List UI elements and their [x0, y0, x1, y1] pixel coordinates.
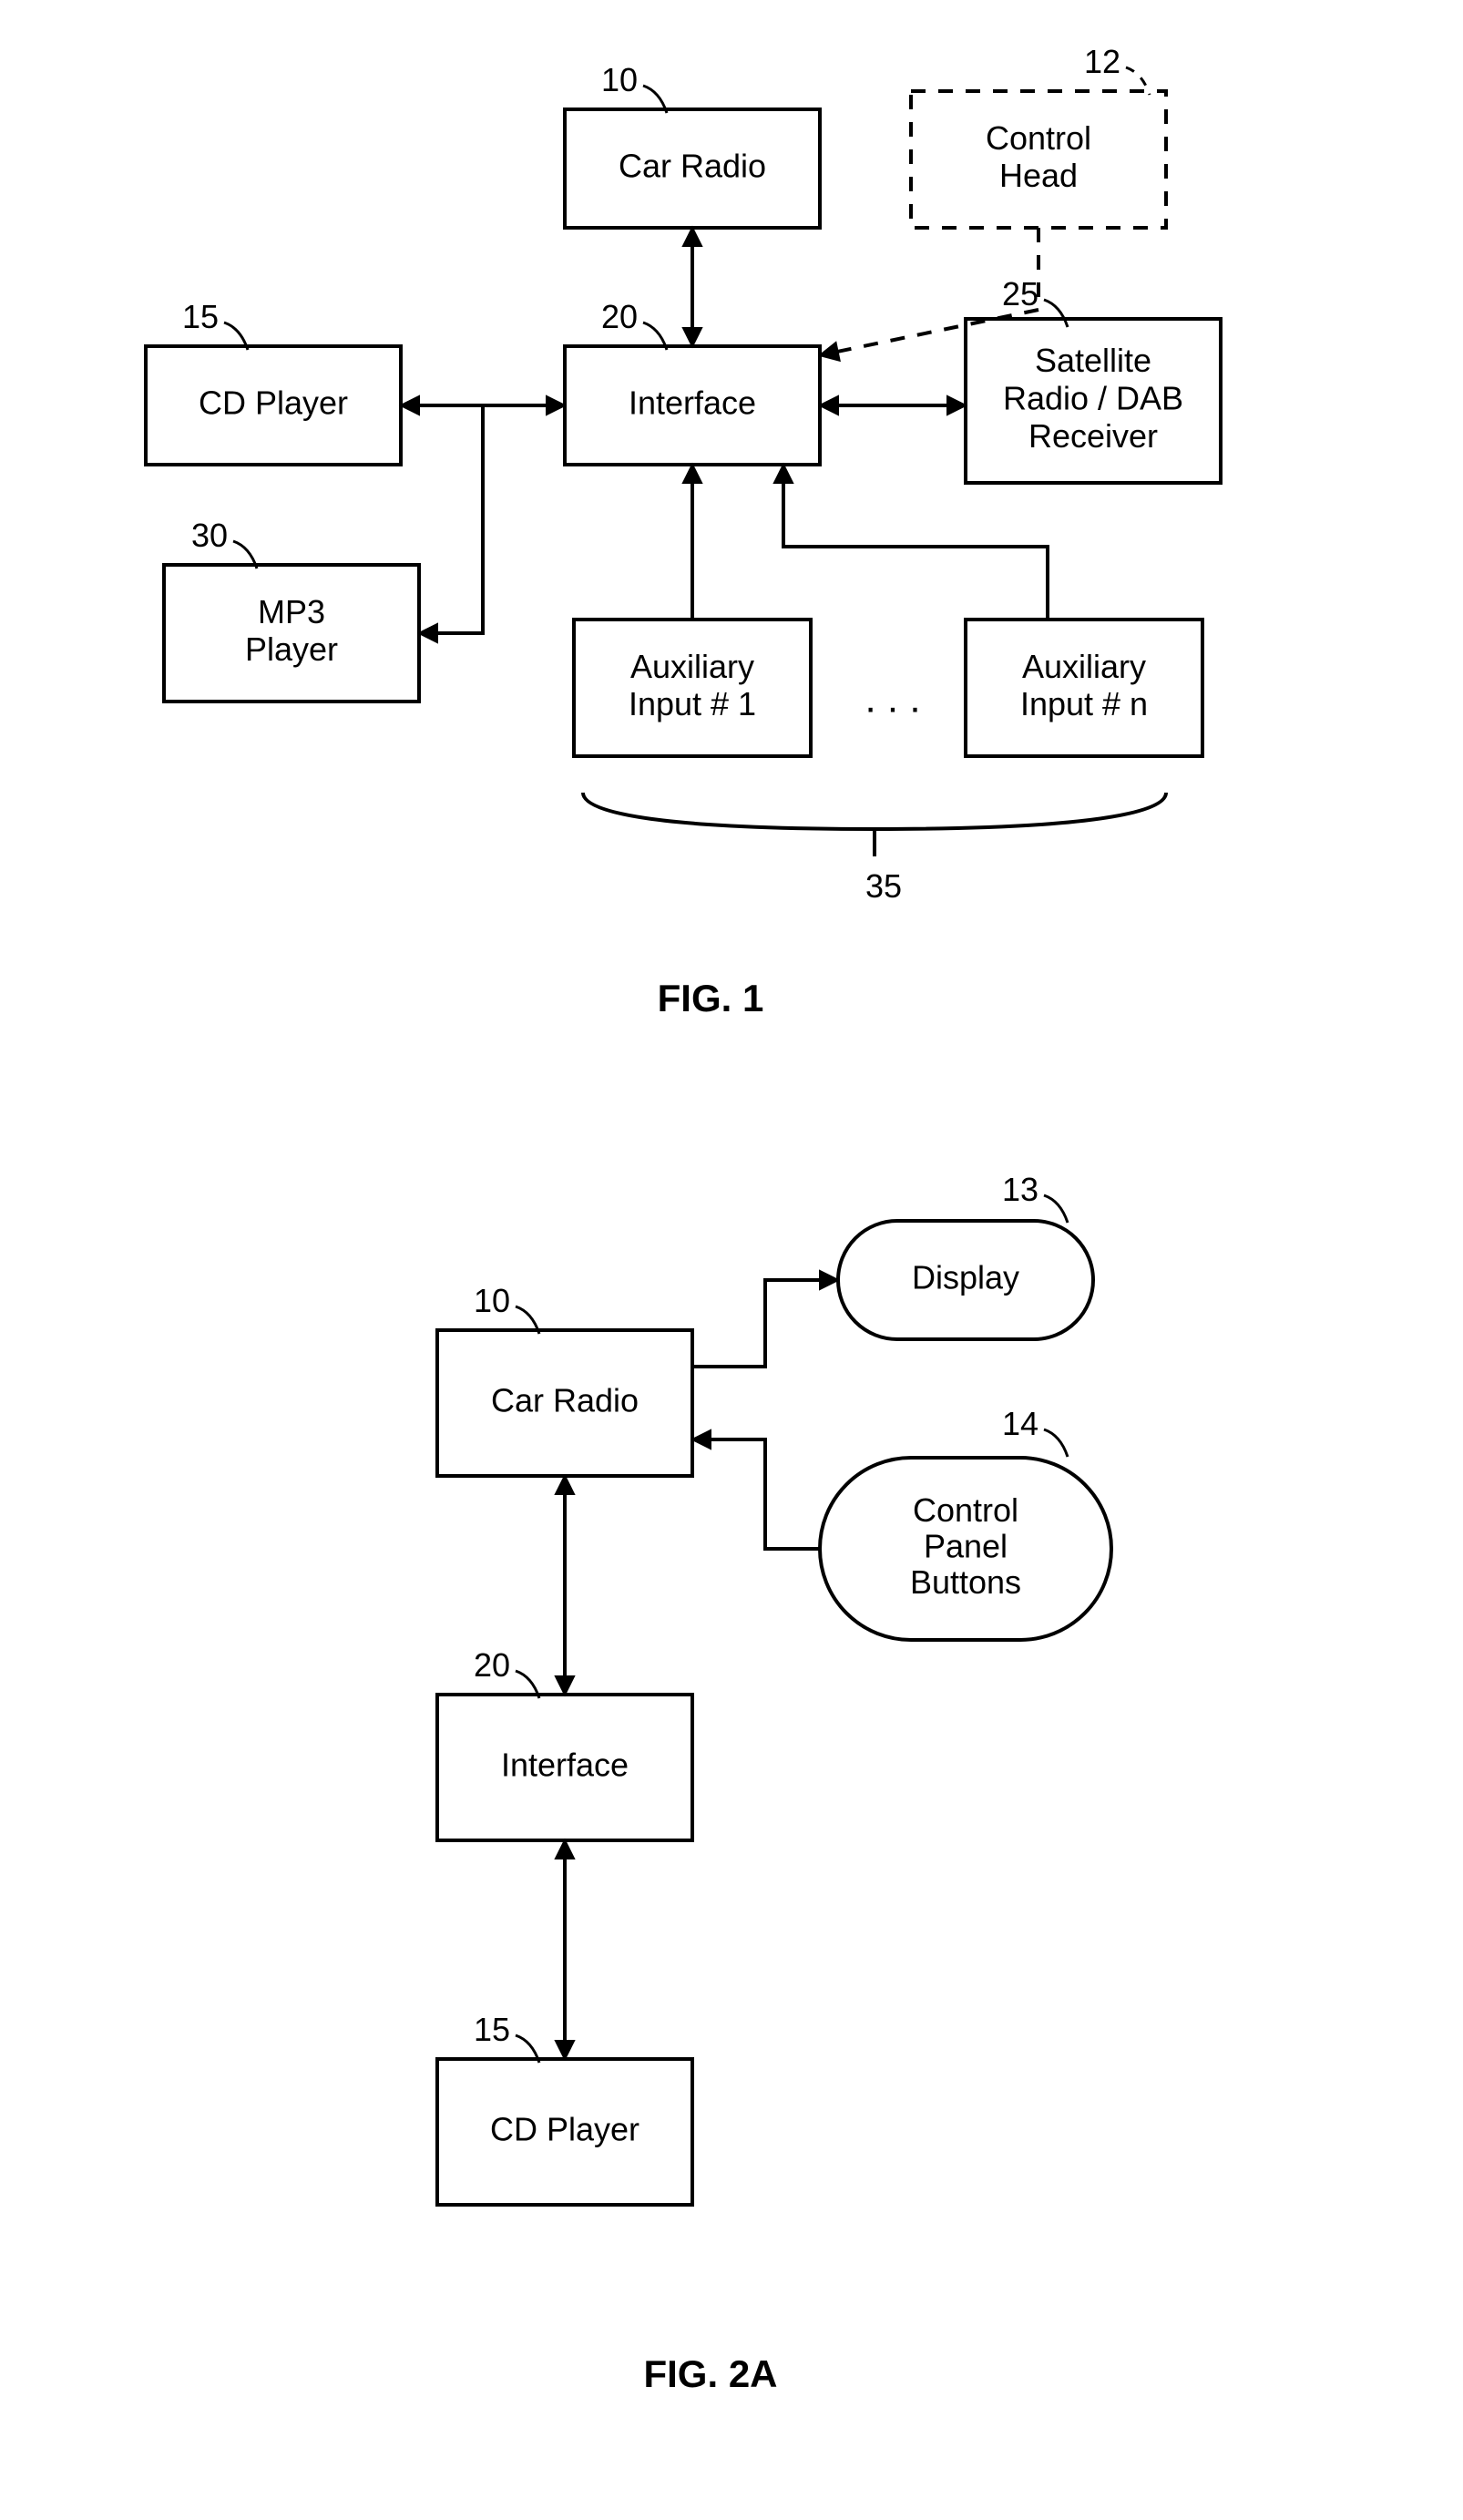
figure-caption: FIG. 2A [643, 2352, 777, 2395]
box-label: Input # 1 [629, 685, 756, 722]
block-box: MP3Player [164, 565, 419, 702]
ref-label: 12 [1084, 43, 1120, 80]
box-label: Satellite [1035, 342, 1151, 379]
block-box: Interface [565, 346, 820, 465]
box-label: Car Radio [619, 148, 766, 185]
rounded-block: ControlPanelButtons [820, 1458, 1111, 1640]
ref-label: 20 [474, 1646, 510, 1684]
ref-label: 10 [474, 1282, 510, 1319]
box-label: CD Player [490, 2111, 639, 2148]
box-label: Player [245, 630, 338, 668]
ref-label: 15 [474, 2011, 510, 2048]
box-label: Buttons [910, 1563, 1021, 1601]
box-label: Control [913, 1491, 1018, 1529]
box-label: Interface [629, 384, 756, 422]
box-label: Head [999, 157, 1078, 194]
connector [419, 405, 483, 633]
box-label: Interface [501, 1747, 629, 1784]
box-label: MP3 [258, 593, 325, 630]
brace [583, 793, 1166, 856]
block-box: AuxiliaryInput # n [966, 620, 1202, 756]
box-label: Auxiliary [1022, 648, 1146, 685]
block-box: CD Player [146, 346, 401, 465]
ellipsis: . . . [864, 677, 920, 722]
ref-leader [1044, 1195, 1068, 1223]
connector [692, 1280, 838, 1367]
ref-label: 14 [1002, 1405, 1038, 1442]
ref-label: 20 [601, 298, 638, 335]
ref-label: 10 [601, 61, 638, 98]
box-label: Car Radio [491, 1382, 639, 1419]
block-box: Interface [437, 1695, 692, 1840]
box-label: Radio / DAB [1003, 380, 1183, 417]
rounded-block: Display [838, 1221, 1093, 1339]
ref-label: 13 [1002, 1171, 1038, 1208]
block-box: Car Radio [437, 1330, 692, 1476]
ref-leader [1044, 1429, 1068, 1457]
connector [783, 465, 1048, 620]
box-label: Control [986, 119, 1091, 157]
ref-leader [1044, 300, 1068, 327]
ref-label: 35 [865, 867, 902, 905]
block-box: AuxiliaryInput # 1 [574, 620, 811, 756]
block-box: CD Player [437, 2059, 692, 2205]
block-box: Car Radio [565, 109, 820, 228]
connector [692, 1439, 820, 1549]
box-label: Auxiliary [630, 648, 754, 685]
box-label: Input # n [1020, 685, 1148, 722]
figure-caption: FIG. 1 [658, 977, 764, 1019]
block-box: SatelliteRadio / DABReceiver [966, 319, 1221, 483]
box-label: Display [912, 1259, 1019, 1296]
block-box: ControlHead [911, 91, 1166, 228]
ref-label: 30 [191, 517, 228, 554]
box-label: Receiver [1028, 417, 1158, 455]
ref-label: 15 [182, 298, 219, 335]
box-label: Panel [924, 1528, 1008, 1565]
box-label: CD Player [199, 384, 348, 422]
ref-label: 25 [1002, 275, 1038, 312]
